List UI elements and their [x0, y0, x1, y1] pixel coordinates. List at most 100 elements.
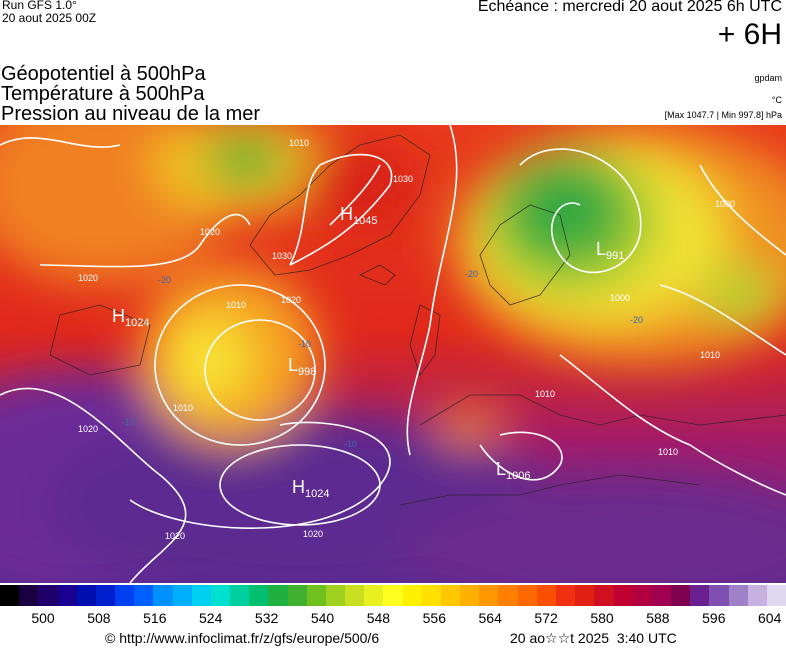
- temperature-label: -10: [122, 417, 135, 427]
- colorbar-label: 500: [31, 610, 55, 626]
- center-value: 1006: [506, 470, 530, 482]
- run-date: 20 aout 2025 00Z: [2, 11, 97, 25]
- swatch: [709, 585, 729, 606]
- swatch: [440, 585, 461, 606]
- pressure-center: L1006: [496, 459, 531, 482]
- swatch: [479, 585, 499, 606]
- title: Géopotentiel à 500hPa: [1, 63, 206, 85]
- swatch: [402, 585, 422, 606]
- echeance: Echéance : mercredi 20 aout 2025 6h UTC: [477, 0, 782, 15]
- isobar-label: 1020: [281, 295, 301, 305]
- source-url: © http://www.infoclimat.fr/z/gfs/europe/…: [105, 630, 380, 646]
- temperature-label: -20: [630, 315, 643, 325]
- unit: [Max 1047.7 | Min 997.8] hPa: [664, 110, 782, 120]
- colorbar-label: 532: [254, 610, 279, 626]
- swatch: [230, 585, 250, 606]
- colorbar-label: 524: [199, 610, 223, 626]
- center-letter: L: [596, 239, 606, 259]
- colorbar-label: 588: [646, 610, 670, 626]
- swatch: [364, 585, 384, 606]
- swatch: [575, 585, 595, 606]
- swatch: [19, 585, 39, 606]
- swatch: [345, 585, 365, 606]
- swatch: [517, 585, 537, 606]
- colorbar-label: 564: [478, 610, 502, 626]
- colorbar-label: 548: [366, 610, 391, 626]
- isobar-label: 1020: [78, 424, 98, 434]
- swatch: [498, 585, 518, 606]
- temperature-label: -10: [344, 439, 357, 449]
- swatch: [536, 585, 556, 606]
- pressure-center: H1024: [112, 306, 149, 329]
- colorbar-label: 508: [87, 610, 111, 626]
- swatch: [671, 585, 691, 606]
- isobar-label: 1030: [393, 174, 413, 184]
- colorbar: [0, 585, 786, 606]
- center-value: 1024: [125, 317, 149, 329]
- swatch: [766, 585, 786, 606]
- swatch: [268, 585, 288, 606]
- colorbar-label: 596: [702, 610, 726, 626]
- field: [0, 125, 786, 583]
- colorbar-label: 516: [143, 610, 167, 626]
- issued-time: 20 ao☆☆t 2025 3:40 UTC: [510, 630, 677, 646]
- swatch: [191, 585, 211, 606]
- swatch: [555, 585, 576, 606]
- center-value: 1045: [353, 215, 377, 227]
- swatch: [115, 585, 135, 606]
- swatch: [306, 585, 326, 606]
- swatch: [651, 585, 672, 606]
- colorbar-label: 556: [422, 610, 446, 626]
- center-letter: H: [292, 477, 305, 497]
- temperature-label: -20: [465, 269, 478, 279]
- isobar-label: 1010: [535, 389, 555, 399]
- swatch: [38, 585, 58, 606]
- swatch: [287, 585, 307, 606]
- swatch: [421, 585, 441, 606]
- isobar-label: 1030: [272, 251, 292, 261]
- run: Run GFS 1.0°: [2, 0, 77, 12]
- swatch: [690, 585, 710, 606]
- temperature-label: -10: [298, 339, 311, 349]
- center-letter: H: [340, 204, 353, 224]
- isobar-label: 1020: [165, 531, 185, 541]
- isobar-label: 1020: [78, 273, 98, 283]
- title: Pression au niveau de la mer: [1, 103, 261, 125]
- center-value: 1024: [305, 488, 329, 500]
- unit: °C: [771, 95, 782, 105]
- swatch: [325, 585, 346, 606]
- swatch: [383, 585, 403, 606]
- swatch: [172, 585, 192, 606]
- swatch: [95, 585, 116, 606]
- isobars: [0, 125, 786, 583]
- swatch: [594, 585, 614, 606]
- colorbar-label: 604: [758, 610, 782, 626]
- colorbar-label: 572: [534, 610, 558, 626]
- swatch: [134, 585, 154, 606]
- pressure-center: H1045: [340, 204, 377, 227]
- swatch: [632, 585, 652, 606]
- center-letter: H: [112, 306, 125, 326]
- isobar-label: 1010: [700, 350, 720, 360]
- swatch: [57, 585, 77, 606]
- isobar-label: 1020: [303, 529, 323, 539]
- center-value: 998: [298, 366, 316, 378]
- isobar-label: 1000: [715, 199, 735, 209]
- swatch: [153, 585, 173, 606]
- isobar-label: 1010: [173, 403, 193, 413]
- center-letter: L: [496, 459, 506, 479]
- swatch: [249, 585, 269, 606]
- swatch: [210, 585, 231, 606]
- isobar-label: 1010: [658, 447, 678, 457]
- isobar-label: 1010: [226, 300, 246, 310]
- isobar-label: 1010: [289, 138, 309, 148]
- unit: gpdam: [754, 73, 782, 83]
- swatch: [747, 585, 767, 606]
- center-letter: L: [288, 355, 298, 375]
- center-value: 991: [606, 250, 624, 262]
- coastlines: [49, 134, 786, 506]
- pressure-center: L991: [596, 239, 624, 262]
- isobar-label: 1000: [610, 293, 630, 303]
- colorbar-label: 580: [590, 610, 614, 626]
